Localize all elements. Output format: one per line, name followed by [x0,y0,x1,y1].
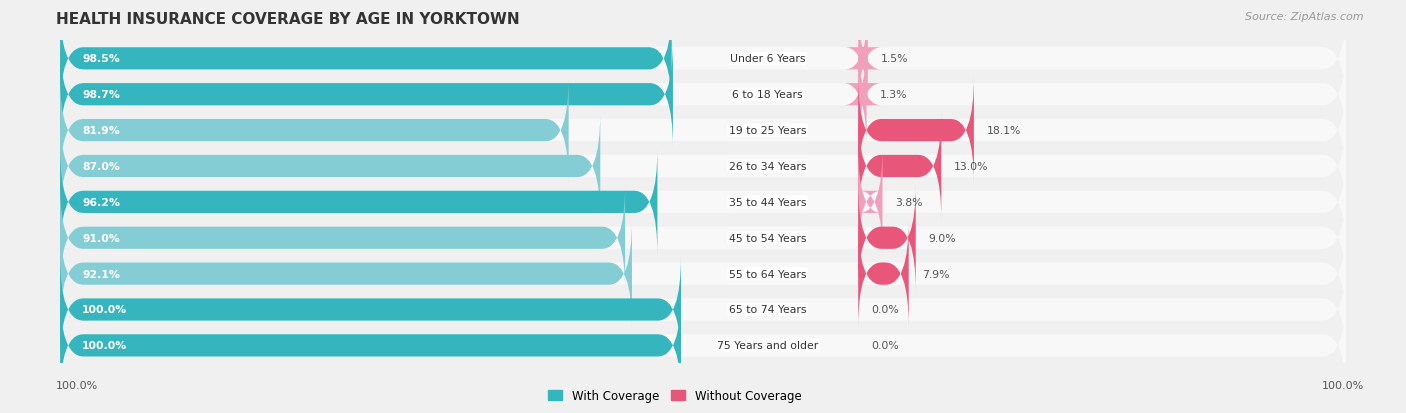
FancyBboxPatch shape [60,221,1346,327]
FancyBboxPatch shape [60,149,1346,256]
Text: 26 to 34 Years: 26 to 34 Years [728,161,807,171]
Text: 81.9%: 81.9% [82,126,120,136]
Text: 19 to 25 Years: 19 to 25 Years [728,126,807,136]
FancyBboxPatch shape [60,78,1346,184]
FancyBboxPatch shape [60,6,1346,112]
FancyBboxPatch shape [845,6,882,112]
FancyBboxPatch shape [60,42,673,148]
Text: 65 to 74 Years: 65 to 74 Years [728,305,807,315]
Text: 75 Years and older: 75 Years and older [717,341,818,351]
Text: 18.1%: 18.1% [987,126,1021,136]
Text: 13.0%: 13.0% [955,161,988,171]
FancyBboxPatch shape [60,113,1346,220]
FancyBboxPatch shape [60,221,631,327]
Text: 87.0%: 87.0% [82,161,120,171]
Text: 0.0%: 0.0% [872,341,898,351]
FancyBboxPatch shape [60,149,658,256]
Text: 0.0%: 0.0% [872,305,898,315]
FancyBboxPatch shape [858,149,883,256]
Text: 96.2%: 96.2% [82,197,120,207]
Text: 1.5%: 1.5% [880,54,908,64]
Text: 98.7%: 98.7% [82,90,120,100]
FancyBboxPatch shape [60,113,600,220]
FancyBboxPatch shape [858,113,941,220]
Text: 6 to 18 Years: 6 to 18 Years [733,90,803,100]
FancyBboxPatch shape [844,42,882,148]
Text: Source: ZipAtlas.com: Source: ZipAtlas.com [1246,12,1364,22]
Text: 7.9%: 7.9% [922,269,949,279]
Legend: With Coverage, Without Coverage: With Coverage, Without Coverage [544,385,806,407]
FancyBboxPatch shape [60,256,1346,363]
Text: 100.0%: 100.0% [82,341,128,351]
Text: 100.0%: 100.0% [82,305,128,315]
Text: 98.5%: 98.5% [82,54,120,64]
FancyBboxPatch shape [60,78,568,184]
FancyBboxPatch shape [60,185,626,292]
FancyBboxPatch shape [60,185,1346,292]
Text: 100.0%: 100.0% [1322,380,1364,390]
Text: 100.0%: 100.0% [56,380,98,390]
Text: 92.1%: 92.1% [82,269,120,279]
FancyBboxPatch shape [60,292,1346,399]
Text: 91.0%: 91.0% [82,233,120,243]
Text: 9.0%: 9.0% [929,233,956,243]
Text: HEALTH INSURANCE COVERAGE BY AGE IN YORKTOWN: HEALTH INSURANCE COVERAGE BY AGE IN YORK… [56,12,520,27]
FancyBboxPatch shape [858,221,908,327]
FancyBboxPatch shape [858,185,915,292]
FancyBboxPatch shape [60,292,681,399]
Text: Under 6 Years: Under 6 Years [730,54,806,64]
FancyBboxPatch shape [60,256,681,363]
FancyBboxPatch shape [858,78,974,184]
Text: 1.3%: 1.3% [880,90,907,100]
FancyBboxPatch shape [60,6,672,112]
Text: 3.8%: 3.8% [896,197,922,207]
Text: 35 to 44 Years: 35 to 44 Years [728,197,807,207]
Text: 55 to 64 Years: 55 to 64 Years [728,269,807,279]
Text: 45 to 54 Years: 45 to 54 Years [728,233,807,243]
FancyBboxPatch shape [60,42,1346,148]
